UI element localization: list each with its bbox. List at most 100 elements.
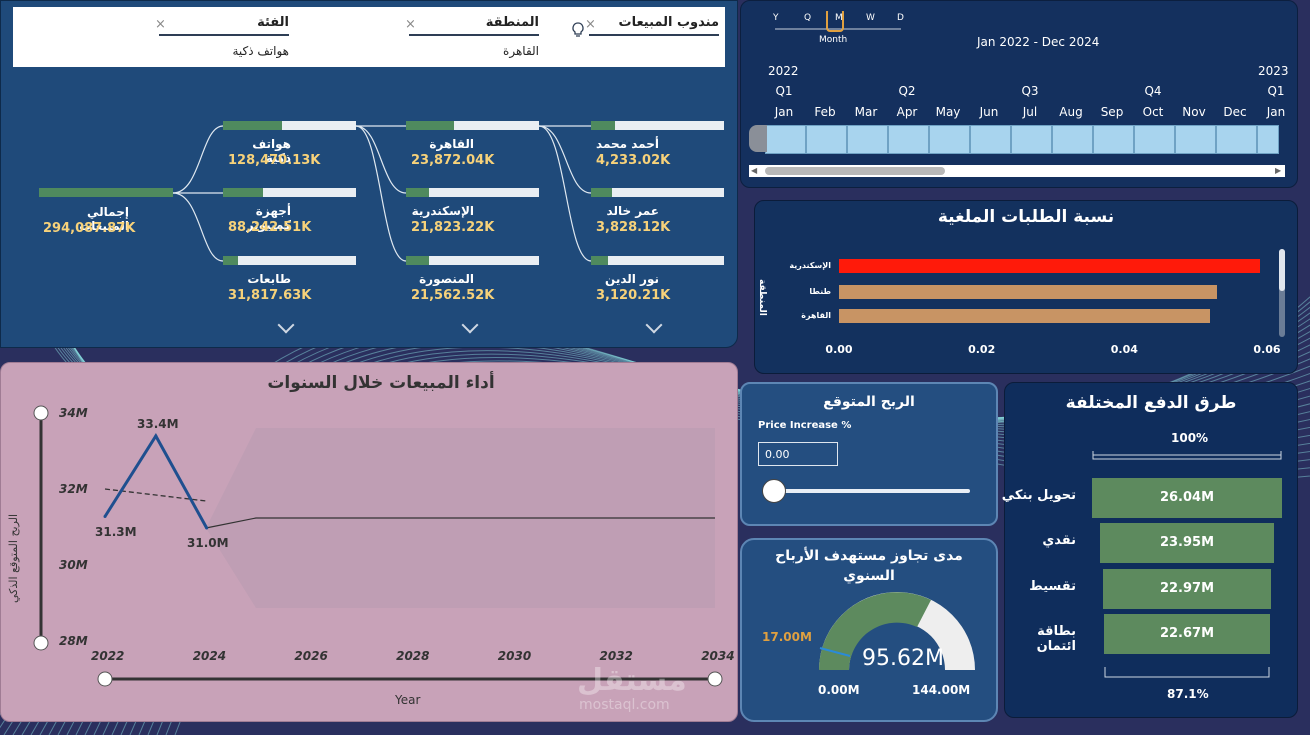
sales-performance-panel: أداء المبيعات خلال السنوات الربح المتوقع… bbox=[0, 362, 738, 722]
price-increase-slider[interactable] bbox=[774, 489, 970, 493]
gauge-target: 17.00M bbox=[762, 630, 812, 644]
clear-icon[interactable]: × bbox=[405, 17, 416, 32]
payment-bar[interactable]: 22.67M bbox=[1104, 614, 1270, 654]
timeline-range: Jan 2022 - Dec 2024 bbox=[977, 35, 1100, 49]
slicer-category[interactable]: الفئة × هواتف ذكية bbox=[155, 15, 289, 58]
timeline-month: Dec bbox=[1223, 105, 1247, 119]
payment-methods-panel: طرق الدفع المختلفة 100% 26.04M تحويل بنكي… bbox=[1002, 382, 1298, 718]
cancelled-orders-panel: نسبة الطلبات الملغية المنطقة الإسكندرية ط… bbox=[754, 200, 1298, 374]
granularity-option[interactable]: W bbox=[866, 13, 875, 23]
node-bar[interactable] bbox=[223, 121, 356, 130]
timeline-month-cell[interactable] bbox=[1175, 125, 1216, 154]
timeline-month-cell[interactable] bbox=[1052, 125, 1093, 154]
granularity-selector[interactable] bbox=[771, 11, 911, 47]
cancel-bar[interactable] bbox=[839, 309, 1210, 323]
node-value: 88,242.51K bbox=[228, 220, 312, 235]
clear-icon[interactable]: × bbox=[585, 17, 596, 32]
scroll-right-icon[interactable]: ▶ bbox=[1275, 166, 1282, 175]
timeline-month-cell[interactable] bbox=[1134, 125, 1175, 154]
timeline-month: Oct bbox=[1142, 105, 1164, 119]
data-label: 31.0M bbox=[187, 536, 229, 550]
node-label: هواتف ذكية bbox=[252, 137, 291, 165]
granularity-option[interactable]: M bbox=[835, 13, 843, 23]
funnel-bottom-pct: 87.1% bbox=[1167, 687, 1209, 701]
node-bar[interactable] bbox=[406, 256, 539, 265]
profit-title: الربح المتوقع bbox=[823, 394, 915, 410]
scrollbar-thumb[interactable] bbox=[1279, 249, 1285, 291]
slicer-region[interactable]: المنطقة × القاهرة bbox=[405, 15, 539, 58]
slicer-salesperson[interactable]: مندوب المبيعات × bbox=[585, 15, 719, 44]
cancel-category-label: الإسكندرية bbox=[789, 261, 831, 270]
granularity-option[interactable]: Y bbox=[773, 13, 779, 23]
x-slider-handle[interactable] bbox=[97, 671, 113, 687]
gauge-min: 0.00M bbox=[818, 683, 860, 697]
y-tick-label: 28M bbox=[59, 634, 88, 648]
node-bar[interactable] bbox=[406, 121, 539, 130]
granularity-option[interactable]: D bbox=[897, 13, 904, 23]
node-bar[interactable] bbox=[223, 256, 356, 265]
node-value: 23,872.04K bbox=[411, 153, 495, 168]
price-increase-input[interactable]: 0.00 bbox=[758, 442, 838, 466]
timeline-month-cell[interactable] bbox=[1093, 125, 1134, 154]
cancel-bar[interactable] bbox=[839, 259, 1260, 273]
clear-icon[interactable]: × bbox=[155, 17, 166, 32]
granularity-label: Month bbox=[819, 35, 848, 45]
timeline-scrollbar[interactable]: ◀ ▶ bbox=[749, 165, 1285, 177]
cancel-bar[interactable] bbox=[839, 285, 1218, 299]
timeline-quarter: Q4 bbox=[1144, 84, 1162, 98]
payment-bar[interactable]: 26.04M bbox=[1092, 478, 1282, 518]
x-slider-handle[interactable] bbox=[707, 671, 723, 687]
node-bar[interactable] bbox=[591, 188, 724, 197]
filter-slicers: الفئة × هواتف ذكية المنطقة × القاهرة مند… bbox=[13, 7, 725, 67]
data-point[interactable] bbox=[154, 434, 158, 438]
slider-handle[interactable] bbox=[762, 479, 786, 503]
node-bar[interactable] bbox=[591, 121, 724, 130]
timeline-month-cell[interactable] bbox=[1216, 125, 1257, 154]
scrollbar-thumb[interactable] bbox=[765, 167, 945, 175]
node-root-bar[interactable] bbox=[39, 188, 173, 197]
timeline-month-cell[interactable] bbox=[806, 125, 847, 154]
data-point[interactable] bbox=[103, 515, 107, 518]
timeline-month-cell[interactable] bbox=[1257, 125, 1279, 154]
data-point[interactable] bbox=[205, 526, 209, 530]
timeline-range-handle[interactable] bbox=[749, 125, 767, 152]
slicer-category-title: الفئة bbox=[159, 15, 289, 36]
cancel-category-label: القاهرة bbox=[801, 311, 831, 320]
timeline-month-cell[interactable] bbox=[765, 125, 806, 154]
timeline-month: Apr bbox=[896, 105, 918, 119]
payment-bar[interactable]: 22.97M bbox=[1103, 569, 1271, 609]
x-tick-label: 2022 bbox=[91, 649, 125, 663]
slicer-salesperson-title: مندوب المبيعات bbox=[589, 15, 719, 36]
watermark-logo: مستقل bbox=[577, 663, 687, 698]
timeline-month: Jan bbox=[774, 105, 794, 119]
lightbulb-icon[interactable] bbox=[571, 21, 585, 39]
node-bar[interactable] bbox=[406, 188, 539, 197]
param-label: Price Increase % bbox=[758, 420, 852, 431]
node-value: 3,828.12K bbox=[596, 220, 671, 235]
y-tick-label: 32M bbox=[59, 482, 88, 496]
node-bar[interactable] bbox=[591, 256, 724, 265]
line-chart-xlabel: Year bbox=[395, 693, 421, 707]
gauge-title: مدى تجاوز مستهدف الأرباح السنوي bbox=[775, 548, 963, 584]
timeline-month-cell[interactable] bbox=[888, 125, 929, 154]
sales-line[interactable] bbox=[103, 433, 208, 529]
cancel-scrollbar[interactable] bbox=[1279, 249, 1285, 337]
slicer-category-value: هواتف ذكية bbox=[232, 44, 289, 58]
timeline-month-cell[interactable] bbox=[970, 125, 1011, 154]
granularity-option[interactable]: Q bbox=[804, 13, 812, 23]
timeline-month-cell[interactable] bbox=[1011, 125, 1052, 154]
x-tick-label: 0.04 bbox=[1110, 343, 1138, 356]
payment-title: طرق الدفع المختلفة bbox=[1065, 393, 1237, 413]
timeline-month: Aug bbox=[1059, 105, 1083, 119]
node-label: أجهزة كمبيوتر bbox=[246, 204, 291, 232]
payment-bar[interactable]: 23.95M bbox=[1099, 523, 1275, 563]
timeline-month-cell[interactable] bbox=[929, 125, 970, 154]
y-slider-handle[interactable] bbox=[33, 635, 49, 651]
y-slider-handle[interactable] bbox=[33, 405, 49, 421]
timeline-quarter: Q3 bbox=[1021, 84, 1039, 98]
timeline-month-cell[interactable] bbox=[847, 125, 888, 154]
scroll-left-icon[interactable]: ◀ bbox=[751, 166, 758, 175]
line-chart-title: أداء المبيعات خلال السنوات bbox=[267, 373, 495, 393]
node-value: 128,470.13K bbox=[228, 153, 321, 168]
node-bar[interactable] bbox=[223, 188, 356, 197]
